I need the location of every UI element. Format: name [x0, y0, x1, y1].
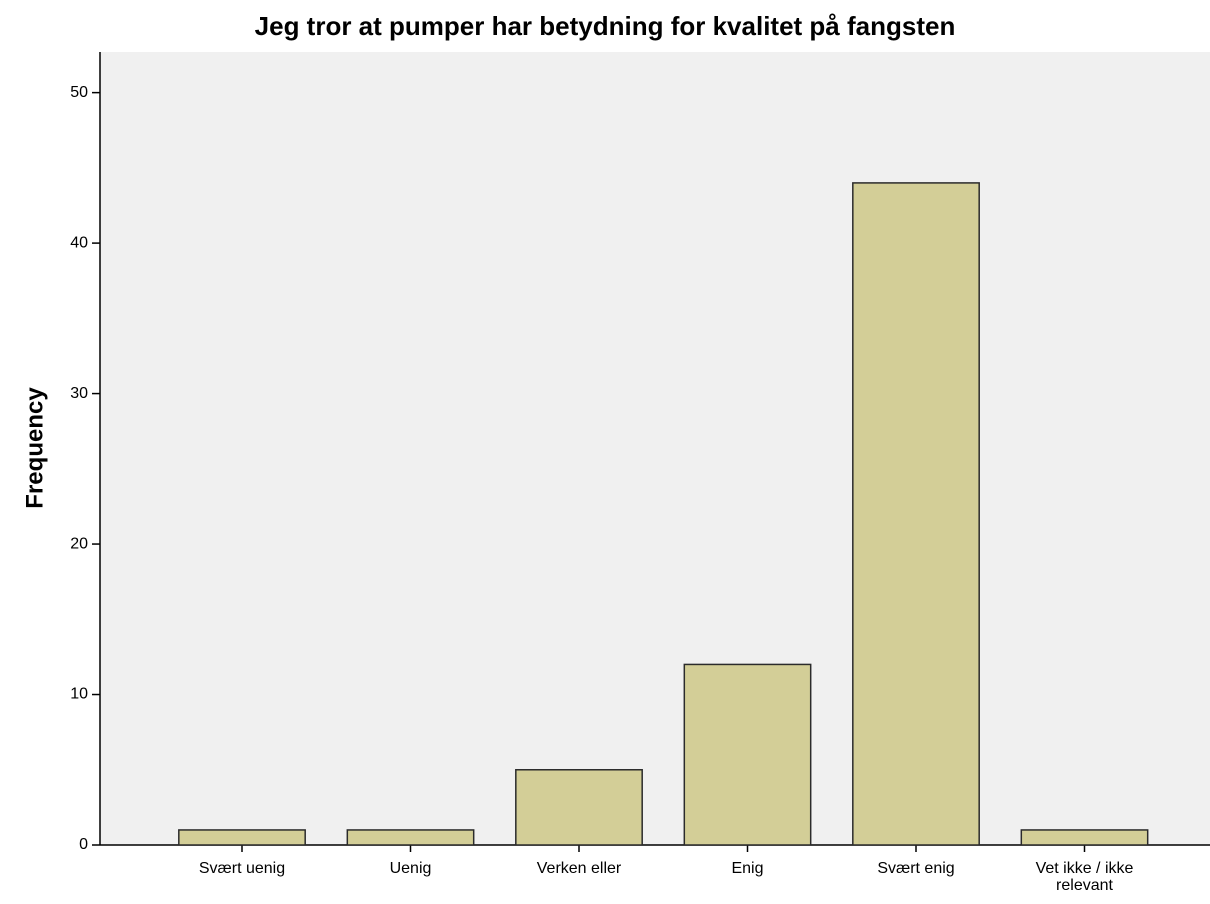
x-tick-label: Svært uenig	[198, 860, 286, 877]
bar	[852, 182, 980, 846]
x-tick-label: Enig	[731, 860, 764, 877]
x-tick-label: Verken eller	[536, 860, 622, 877]
x-tick-label: Vet ikke / ikke relevant	[1035, 860, 1134, 894]
plot-area	[100, 52, 1210, 845]
y-tick-label: 20	[70, 535, 88, 552]
bar	[1020, 829, 1149, 846]
bar	[346, 829, 475, 846]
x-tick-label: Svært enig	[877, 860, 955, 877]
y-axis-title: Frequency	[21, 387, 48, 509]
bar	[515, 769, 643, 846]
x-tick-label: Uenig	[389, 860, 432, 877]
y-tick-label: 50	[70, 84, 88, 101]
bar	[683, 663, 812, 846]
chart-title: Jeg tror at pumper har betydning for kva…	[255, 11, 956, 41]
y-tick-label: 10	[70, 686, 88, 703]
y-tick-label: 30	[70, 385, 88, 402]
bar	[178, 829, 306, 846]
y-tick-label: 40	[70, 234, 88, 251]
y-tick-label: 0	[79, 836, 88, 853]
